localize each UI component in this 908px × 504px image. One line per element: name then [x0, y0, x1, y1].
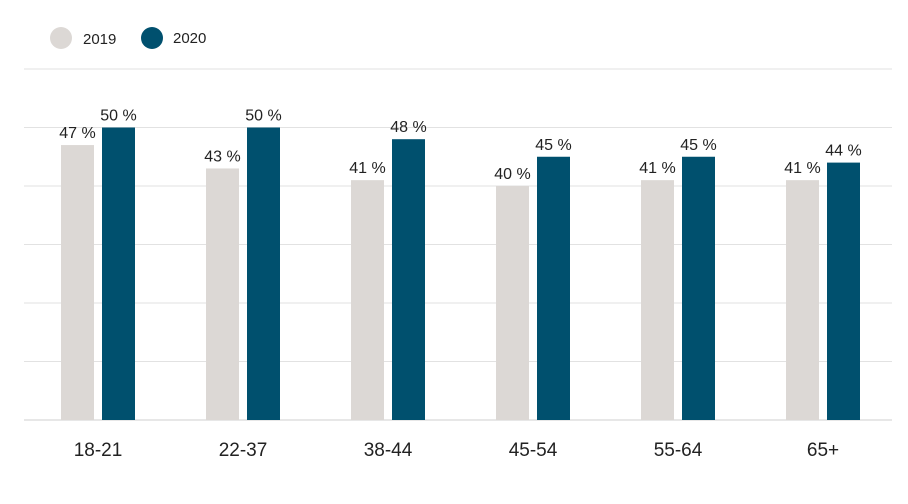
legend-marker-2020: [141, 27, 163, 49]
data-label-2019-65+: 41 %: [784, 160, 820, 177]
x-tick-label: 55-64: [654, 440, 703, 461]
data-label-2020-45-54: 45 %: [535, 137, 571, 154]
x-axis-tick-labels: 18-21 22-37 38-44 45-54 55-64 65+: [74, 440, 839, 461]
bar-2019-38-44: [351, 180, 384, 420]
data-label-2020-38-44: 48 %: [390, 119, 426, 136]
x-tick-label: 65+: [807, 440, 839, 461]
data-label-2019-45-54: 40 %: [494, 166, 530, 183]
data-label-2019-38-44: 41 %: [349, 160, 385, 177]
bar-2020-55-64: [682, 156, 715, 420]
data-label-2020-65+: 44 %: [825, 143, 861, 160]
legend-label-2019: 2019: [83, 31, 116, 48]
data-labels: 47 % 50 % 43 % 50 % 41 % 48 % 40 % 45 % 41 % 45 %…: [59, 108, 861, 184]
data-label-2020-18-21: 50 %: [100, 108, 136, 125]
x-tick-label: 22-37: [219, 440, 268, 461]
data-label-2019-18-21: 47 %: [59, 125, 95, 142]
bar-2019-55-64: [641, 180, 674, 420]
data-label-2019-22-37: 43 %: [204, 148, 240, 165]
gridlines: [24, 68, 892, 421]
data-label-2020-55-64: 45 %: [680, 137, 716, 154]
x-tick-label: 18-21: [74, 440, 123, 461]
bar-2020-45-54: [537, 156, 570, 420]
legend-label-2020: 2020: [173, 30, 206, 47]
legend: 2019 2020: [50, 27, 206, 49]
bar-2019-18-21: [61, 145, 94, 421]
data-label-2019-55-64: 41 %: [639, 160, 675, 177]
x-tick-label: 38-44: [364, 440, 413, 461]
data-label-2020-22-37: 50 %: [245, 108, 281, 125]
bar-2020-65+: [827, 162, 860, 420]
bars: [61, 127, 860, 421]
bar-2019-22-37: [206, 168, 239, 420]
bar-2020-22-37: [247, 127, 280, 420]
bar-2019-45-54: [496, 186, 529, 420]
bar-2020-18-21: [102, 127, 135, 420]
x-tick-label: 45-54: [509, 440, 558, 461]
bar-2020-38-44: [392, 139, 425, 420]
legend-marker-2019: [50, 27, 72, 49]
bar-2019-65+: [786, 180, 819, 420]
